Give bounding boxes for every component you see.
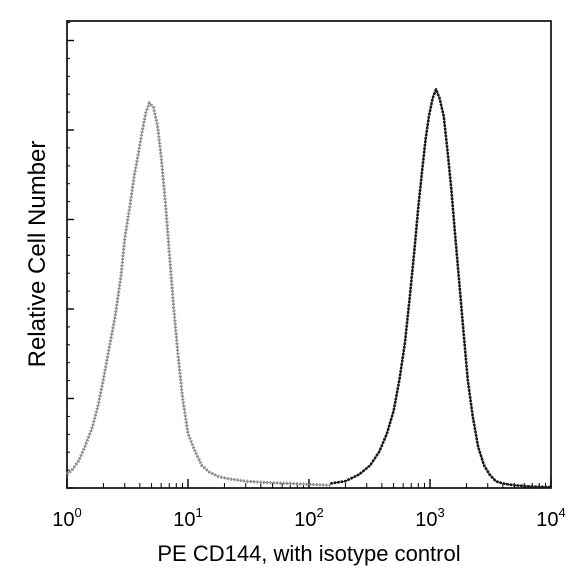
x-axis-ticks: 100 101 102 103 104 (52, 479, 566, 531)
series-core-1 (66, 101, 331, 486)
x-tick-label: 101 (173, 505, 202, 531)
x-tick-label: 104 (536, 505, 565, 531)
x-tick-label: 102 (294, 505, 323, 531)
x-tick-label: 100 (52, 505, 81, 531)
plot-frame (66, 20, 552, 489)
series-line-1 (65, 101, 331, 487)
series-layer (65, 88, 552, 489)
series-core-2 (330, 88, 552, 488)
x-axis-label: PE CD144, with isotype control (157, 541, 460, 566)
y-axis-label: Relative Cell Number (24, 141, 51, 368)
series-line-2 (330, 88, 552, 489)
x-tick-label: 103 (415, 505, 444, 531)
y-axis-ticks (67, 22, 74, 489)
